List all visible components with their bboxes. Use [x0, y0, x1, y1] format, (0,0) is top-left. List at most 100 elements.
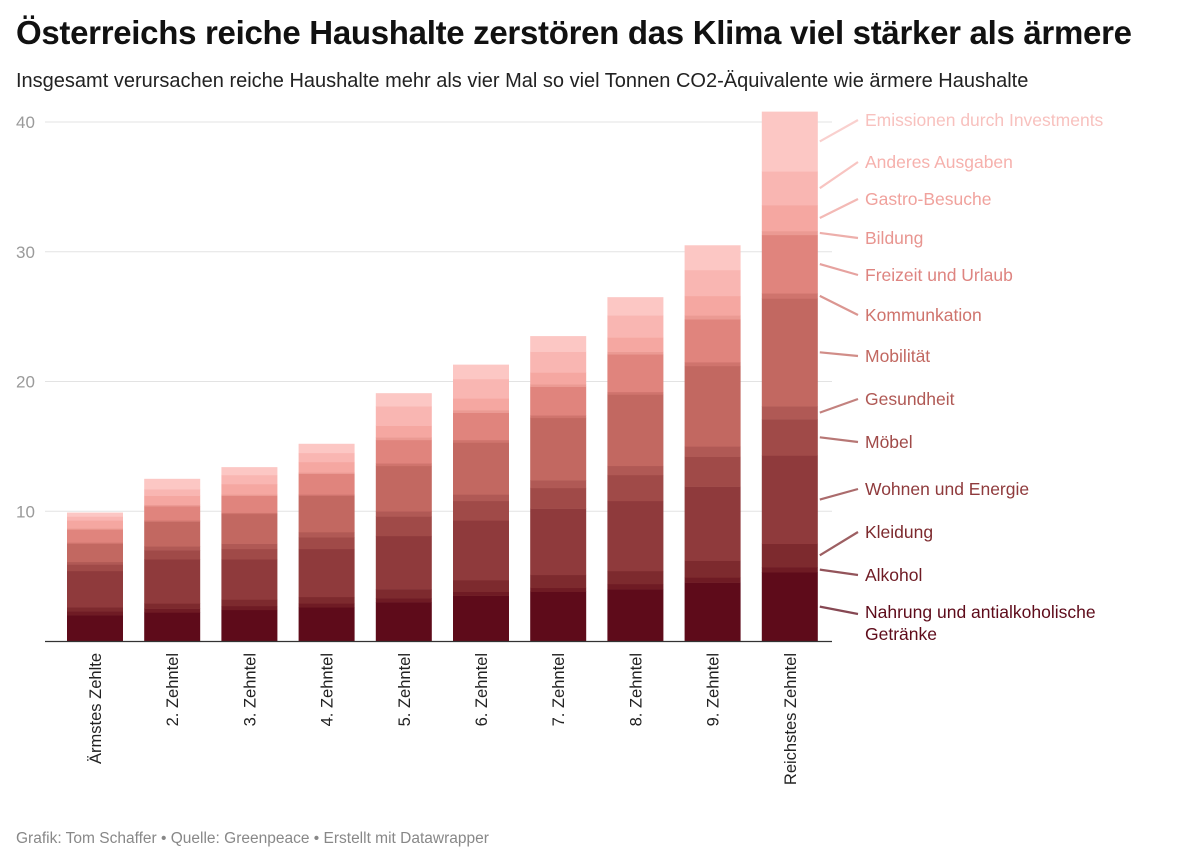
bar-segment-8-12[interactable] — [607, 315, 664, 338]
bar-segment-9-8[interactable] — [684, 362, 741, 367]
bar-segment-8-9[interactable] — [607, 354, 664, 393]
bar-segment-3-13[interactable] — [221, 467, 278, 476]
bar-segment-5-10[interactable] — [375, 437, 432, 441]
bar-segment-6-12[interactable] — [453, 378, 509, 399]
bar-segment-10-3[interactable] — [761, 543, 818, 568]
bar-segment-10-8[interactable] — [761, 293, 818, 299]
bar-segment-9-4[interactable] — [684, 486, 741, 561]
bar-segment-10-7[interactable] — [761, 298, 818, 407]
bar-segment-8-2[interactable] — [607, 583, 664, 590]
bar-segment-5-13[interactable] — [375, 393, 432, 407]
bar-segment-4-6[interactable] — [298, 532, 355, 538]
bar-segment-7-1[interactable] — [530, 591, 587, 642]
bar-segment-8-13[interactable] — [607, 297, 664, 316]
bar-segment-6-8[interactable] — [453, 439, 509, 443]
bar-segment-9-12[interactable] — [684, 269, 741, 297]
bar-segment-8-7[interactable] — [607, 394, 664, 467]
bar-segment-6-5[interactable] — [453, 500, 509, 521]
bar-segment-10-6[interactable] — [761, 406, 818, 420]
bar-segment-8-6[interactable] — [607, 465, 664, 476]
bar-segment-9-3[interactable] — [684, 560, 741, 578]
bar-segment-5-11[interactable] — [375, 425, 432, 438]
bar-segment-1-6[interactable] — [67, 561, 123, 565]
bar-segment-2-9[interactable] — [144, 506, 201, 521]
bar-segment-4-5[interactable] — [298, 537, 355, 550]
bar-segment-7-11[interactable] — [530, 372, 587, 385]
bar-segment-7-4[interactable] — [530, 508, 587, 576]
bar-segment-5-12[interactable] — [375, 406, 432, 426]
bar-segment-8-10[interactable] — [607, 351, 664, 355]
bar-segment-3-10[interactable] — [221, 494, 278, 496]
bar-segment-2-5[interactable] — [144, 550, 201, 560]
bar-segment-2-10[interactable] — [144, 504, 201, 507]
bar-segment-3-5[interactable] — [221, 548, 278, 560]
bar-segment-5-5[interactable] — [375, 516, 432, 537]
bar-segment-5-8[interactable] — [375, 463, 432, 467]
bar-segment-10-2[interactable] — [761, 567, 818, 573]
bar-segment-2-13[interactable] — [144, 478, 201, 490]
bar-segment-8-1[interactable] — [607, 589, 664, 642]
bar-segment-2-11[interactable] — [144, 495, 201, 506]
bar-segment-7-7[interactable] — [530, 417, 587, 481]
bar-segment-1-8[interactable] — [67, 542, 123, 544]
bar-segment-4-12[interactable] — [298, 452, 355, 463]
bar-segment-3-7[interactable] — [221, 513, 278, 544]
bar-segment-3-1[interactable] — [221, 609, 278, 642]
bar-segment-5-6[interactable] — [375, 511, 432, 517]
bar-segment-2-8[interactable] — [144, 520, 201, 522]
bar-segment-8-5[interactable] — [607, 474, 664, 502]
bar-segment-9-11[interactable] — [684, 295, 741, 316]
bar-segment-4-2[interactable] — [298, 603, 355, 608]
bar-segment-6-4[interactable] — [453, 520, 509, 581]
bar-segment-6-1[interactable] — [453, 595, 509, 642]
bar-segment-4-10[interactable] — [298, 472, 355, 474]
bar-segment-9-1[interactable] — [684, 582, 741, 642]
bar-segment-4-8[interactable] — [298, 494, 355, 496]
bar-segment-10-11[interactable] — [761, 205, 818, 232]
bar-segment-2-6[interactable] — [144, 546, 201, 551]
bar-segment-8-11[interactable] — [607, 337, 664, 352]
bar-segment-8-8[interactable] — [607, 391, 664, 395]
bar-segment-2-4[interactable] — [144, 559, 201, 604]
bar-segment-3-12[interactable] — [221, 474, 278, 485]
bar-segment-1-9[interactable] — [67, 529, 123, 543]
bar-segment-5-1[interactable] — [375, 602, 432, 642]
bar-segment-1-3[interactable] — [67, 607, 123, 612]
bar-segment-4-9[interactable] — [298, 473, 355, 495]
bar-segment-10-10[interactable] — [761, 230, 818, 236]
bar-segment-5-4[interactable] — [375, 535, 432, 590]
bar-segment-1-7[interactable] — [67, 543, 123, 563]
bar-segment-7-13[interactable] — [530, 336, 587, 352]
bar-segment-5-9[interactable] — [375, 439, 432, 464]
bar-segment-3-8[interactable] — [221, 512, 278, 515]
bar-segment-7-2[interactable] — [530, 587, 587, 592]
bar-segment-9-5[interactable] — [684, 456, 741, 487]
bar-segment-1-10[interactable] — [67, 528, 123, 530]
bar-segment-2-12[interactable] — [144, 489, 201, 496]
bar-segment-7-12[interactable] — [530, 351, 587, 373]
bar-segment-6-11[interactable] — [453, 398, 509, 411]
bar-segment-1-1[interactable] — [67, 615, 123, 642]
bar-segment-10-13[interactable] — [761, 111, 818, 172]
bar-segment-1-13[interactable] — [67, 512, 123, 517]
bar-segment-6-3[interactable] — [453, 580, 509, 592]
bar-segment-2-3[interactable] — [144, 603, 201, 609]
bar-segment-9-7[interactable] — [684, 365, 741, 447]
bar-segment-1-2[interactable] — [67, 611, 123, 616]
bar-segment-3-9[interactable] — [221, 495, 278, 513]
bar-segment-4-11[interactable] — [298, 461, 355, 473]
bar-segment-5-2[interactable] — [375, 598, 432, 603]
bar-segment-7-5[interactable] — [530, 487, 587, 509]
bar-segment-6-10[interactable] — [453, 410, 509, 413]
bar-segment-3-3[interactable] — [221, 599, 278, 607]
bar-segment-9-2[interactable] — [684, 577, 741, 583]
bar-segment-3-11[interactable] — [221, 484, 278, 495]
bar-segment-1-12[interactable] — [67, 516, 123, 521]
bar-segment-7-3[interactable] — [530, 574, 587, 589]
bar-segment-4-3[interactable] — [298, 596, 355, 604]
bar-segment-3-2[interactable] — [221, 605, 278, 611]
bar-segment-4-4[interactable] — [298, 548, 355, 598]
bar-segment-10-1[interactable] — [761, 572, 818, 642]
bar-segment-5-7[interactable] — [375, 465, 432, 512]
bar-segment-9-10[interactable] — [684, 315, 741, 320]
